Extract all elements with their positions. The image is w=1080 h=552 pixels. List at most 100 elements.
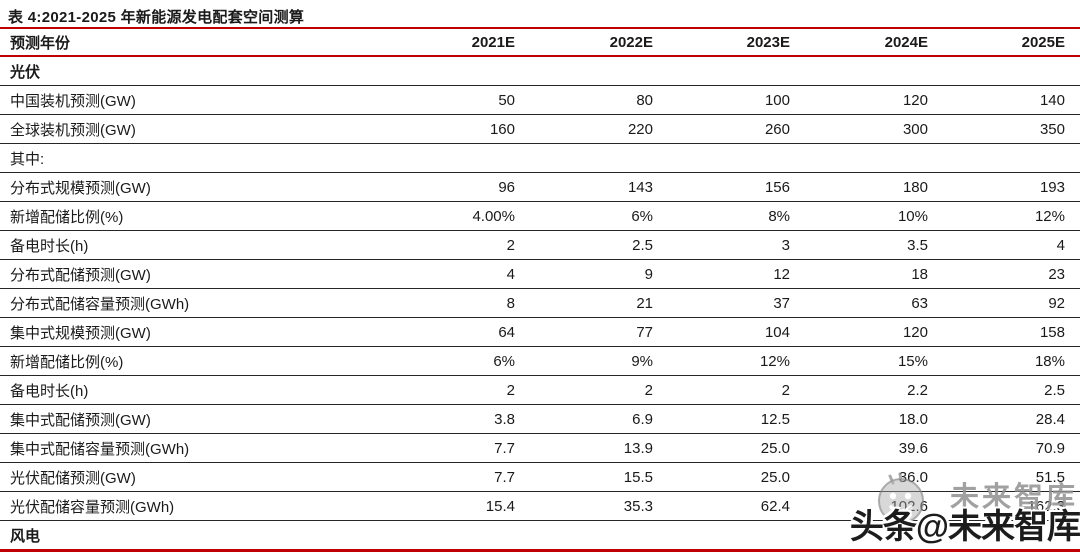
- table-row: 分布式规模预测(GW) 96 143 156 180 193: [0, 172, 1080, 202]
- table-row: 分布式配储预测(GW) 4 9 12 18 23: [0, 259, 1080, 289]
- cell-value: 350: [928, 114, 1080, 144]
- cell-value: 28.4: [928, 404, 1080, 434]
- cell-value: 15.5: [515, 462, 653, 492]
- cell-value: 220: [515, 114, 653, 144]
- cell-value: 64: [375, 317, 515, 347]
- cell-value: 140: [928, 85, 1080, 115]
- cell-value: 6%: [515, 201, 653, 231]
- table-row: 集中式配储容量预测(GWh) 7.7 13.9 25.0 39.6 70.9: [0, 433, 1080, 463]
- cell-value: 15.4: [375, 491, 515, 521]
- table-row: 中国装机预测(GW) 50 80 100 120 140: [0, 85, 1080, 115]
- cell-value: 63: [790, 288, 928, 318]
- row-label: 集中式配储容量预测(GWh): [0, 433, 375, 463]
- year-column-header: 2024E: [790, 28, 928, 57]
- row-label: 分布式配储预测(GW): [0, 259, 375, 289]
- cell-value: [375, 143, 515, 173]
- row-label: 分布式配储容量预测(GWh): [0, 288, 375, 318]
- cell-value: 80: [515, 85, 653, 115]
- table-header-row: 预测年份 2021E 2022E 2023E 2024E 2025E: [0, 28, 1080, 57]
- cell-value: 12.5: [653, 404, 790, 434]
- cell-value: 300: [790, 114, 928, 144]
- cell-value: 12%: [653, 346, 790, 376]
- cell-value: 193: [928, 172, 1080, 202]
- table-row: 备电时长(h) 2 2.5 3 3.5 4: [0, 230, 1080, 260]
- cell-value: [790, 56, 928, 86]
- row-label: 光伏配储容量预测(GWh): [0, 491, 375, 521]
- cell-value: 35.3: [515, 491, 653, 521]
- row-label: 备电时长(h): [0, 230, 375, 260]
- cell-value: 6%: [375, 346, 515, 376]
- row-label: 全球装机预测(GW): [0, 114, 375, 144]
- cell-value: [928, 56, 1080, 86]
- year-column-header: 2021E: [375, 28, 515, 57]
- cell-value: 158: [928, 317, 1080, 347]
- cell-value: 160: [375, 114, 515, 144]
- cell-value: 2.5: [928, 375, 1080, 405]
- cell-value: [375, 520, 515, 552]
- cell-value: 120: [790, 85, 928, 115]
- cell-value: 70.9: [928, 433, 1080, 463]
- cell-value: 8: [375, 288, 515, 318]
- cell-value: 180: [790, 172, 928, 202]
- cell-value: 23: [928, 259, 1080, 289]
- section-row: 其中:: [0, 143, 1080, 173]
- section-row: 光伏: [0, 56, 1080, 86]
- year-column-header: 2022E: [515, 28, 653, 57]
- cell-value: 7.7: [375, 433, 515, 463]
- cell-value: [928, 520, 1080, 552]
- cell-value: [515, 56, 653, 86]
- row-label: 集中式配储预测(GW): [0, 404, 375, 434]
- forecast-table: 预测年份 2021E 2022E 2023E 2024E 2025E 光伏 中国装机预测(…: [0, 27, 1080, 552]
- table-row: 光伏配储预测(GW) 7.7 15.5 25.0 36.0 51.5: [0, 462, 1080, 492]
- table-row: 分布式配储容量预测(GWh) 8 21 37 63 92: [0, 288, 1080, 318]
- cell-value: [928, 143, 1080, 173]
- cell-value: 92: [928, 288, 1080, 318]
- cell-value: 2: [375, 375, 515, 405]
- cell-value: 2.2: [790, 375, 928, 405]
- cell-value: 162.3: [928, 491, 1080, 521]
- cell-value: 4: [375, 259, 515, 289]
- cell-value: [375, 56, 515, 86]
- row-label: 其中:: [0, 143, 375, 173]
- cell-value: 25.0: [653, 433, 790, 463]
- cell-value: 12%: [928, 201, 1080, 231]
- cell-value: 120: [790, 317, 928, 347]
- cell-value: 4.00%: [375, 201, 515, 231]
- cell-value: 9%: [515, 346, 653, 376]
- cell-value: [653, 520, 790, 552]
- cell-value: 25.0: [653, 462, 790, 492]
- cell-value: 104: [653, 317, 790, 347]
- cell-value: 18: [790, 259, 928, 289]
- cell-value: 18.0: [790, 404, 928, 434]
- row-label: 光伏: [0, 56, 375, 86]
- cell-value: 3: [653, 230, 790, 260]
- cell-value: 156: [653, 172, 790, 202]
- table-row: 新增配储比例(%) 6% 9% 12% 15% 18%: [0, 346, 1080, 376]
- cell-value: 3.5: [790, 230, 928, 260]
- cell-value: 2: [375, 230, 515, 260]
- cell-value: 4: [928, 230, 1080, 260]
- cell-value: 6.9: [515, 404, 653, 434]
- cell-value: 9: [515, 259, 653, 289]
- cell-value: [790, 520, 928, 552]
- header-label: 预测年份: [0, 28, 375, 57]
- cell-value: 15%: [790, 346, 928, 376]
- cell-value: 10%: [790, 201, 928, 231]
- cell-value: 21: [515, 288, 653, 318]
- row-label: 新增配储比例(%): [0, 346, 375, 376]
- section-row: 风电: [0, 520, 1080, 552]
- cell-value: [653, 56, 790, 86]
- cell-value: 7.7: [375, 462, 515, 492]
- cell-value: 51.5: [928, 462, 1080, 492]
- table-row: 光伏配储容量预测(GWh) 15.4 35.3 62.4 102.6 162.3: [0, 491, 1080, 521]
- row-label: 新增配储比例(%): [0, 201, 375, 231]
- cell-value: 143: [515, 172, 653, 202]
- cell-value: 12: [653, 259, 790, 289]
- row-label: 光伏配储预测(GW): [0, 462, 375, 492]
- cell-value: 36.0: [790, 462, 928, 492]
- row-label: 集中式规模预测(GW): [0, 317, 375, 347]
- cell-value: 2: [515, 375, 653, 405]
- cell-value: [515, 143, 653, 173]
- cell-value: 8%: [653, 201, 790, 231]
